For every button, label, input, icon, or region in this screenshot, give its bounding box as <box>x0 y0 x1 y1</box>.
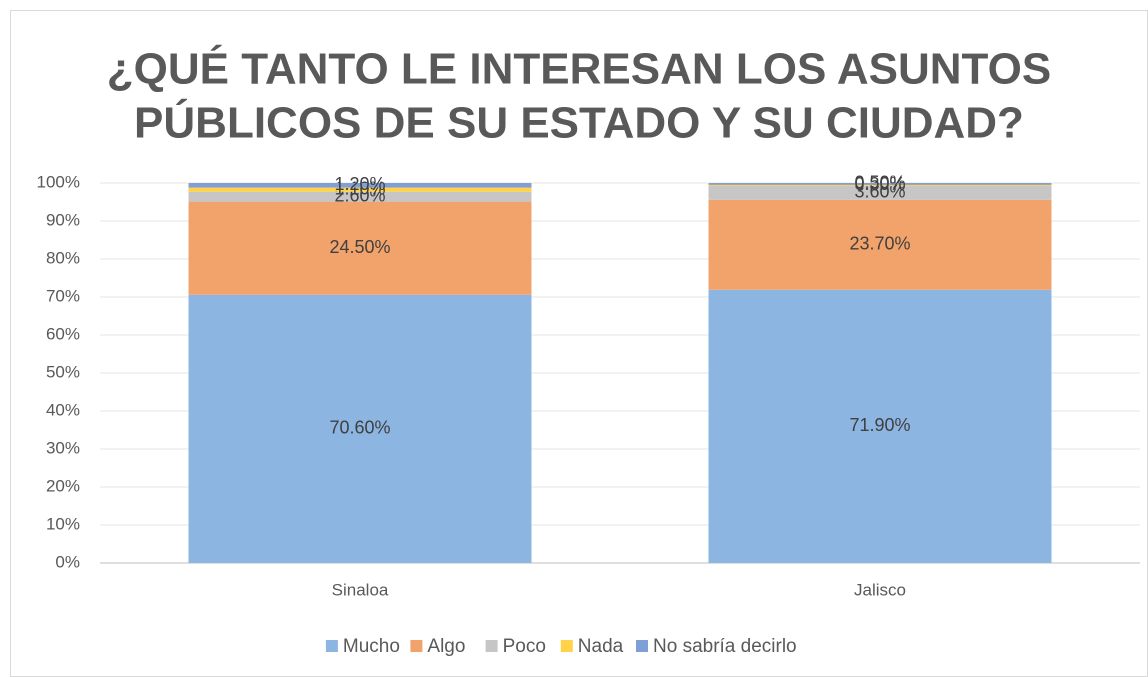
legend-swatch <box>485 640 498 652</box>
bar-segment <box>708 184 1052 187</box>
legend-label: No sabría decirlo <box>653 636 797 657</box>
data-label: 1.20% <box>334 174 385 194</box>
bar-segment <box>188 187 532 192</box>
y-tick-label: 80% <box>46 248 80 267</box>
y-tick-label: 0% <box>55 552 80 571</box>
data-label: 23.70% <box>849 234 910 254</box>
legend-swatch <box>325 640 338 652</box>
y-tick-label: 50% <box>46 362 80 381</box>
bar-segment <box>708 289 1052 563</box>
chart-title: ¿QUÉ TANTO LE INTERESAN LOS ASUNTOS <box>107 44 1051 94</box>
x-tick-label: Sinaloa <box>332 580 389 599</box>
legend-swatch <box>410 640 423 652</box>
legend-label: Poco <box>503 636 546 657</box>
bar-segment <box>708 186 1052 200</box>
data-label: 24.50% <box>329 237 390 257</box>
legend-label: Nada <box>578 636 624 657</box>
data-label: 71.90% <box>849 415 910 435</box>
bar-segment <box>708 183 1052 185</box>
data-label: 0.50% <box>854 173 905 193</box>
data-label: 3.60% <box>854 182 905 202</box>
y-tick-label: 10% <box>46 514 80 533</box>
chart-title: PÚBLICOS DE SU ESTADO Y SU CIUDAD? <box>134 98 1024 148</box>
y-tick-label: 100% <box>37 172 80 191</box>
legend-label: Mucho <box>343 636 400 657</box>
y-tick-label: 70% <box>46 286 80 305</box>
data-label: 70.60% <box>329 418 390 438</box>
y-tick-label: 30% <box>46 438 80 457</box>
bar-segment <box>188 201 532 295</box>
bar-segment <box>188 294 532 563</box>
legend-swatch <box>636 640 648 652</box>
y-tick-label: 40% <box>46 400 80 419</box>
y-tick-label: 60% <box>46 324 80 343</box>
x-tick-label: Jalisco <box>854 580 906 599</box>
legend-label: Algo <box>427 636 465 657</box>
bar-segment <box>188 191 532 202</box>
legend-swatch <box>560 640 573 652</box>
bar-segment <box>708 199 1052 290</box>
y-tick-label: 90% <box>46 210 80 229</box>
y-tick-label: 20% <box>46 476 80 495</box>
bar-segment <box>188 183 532 188</box>
